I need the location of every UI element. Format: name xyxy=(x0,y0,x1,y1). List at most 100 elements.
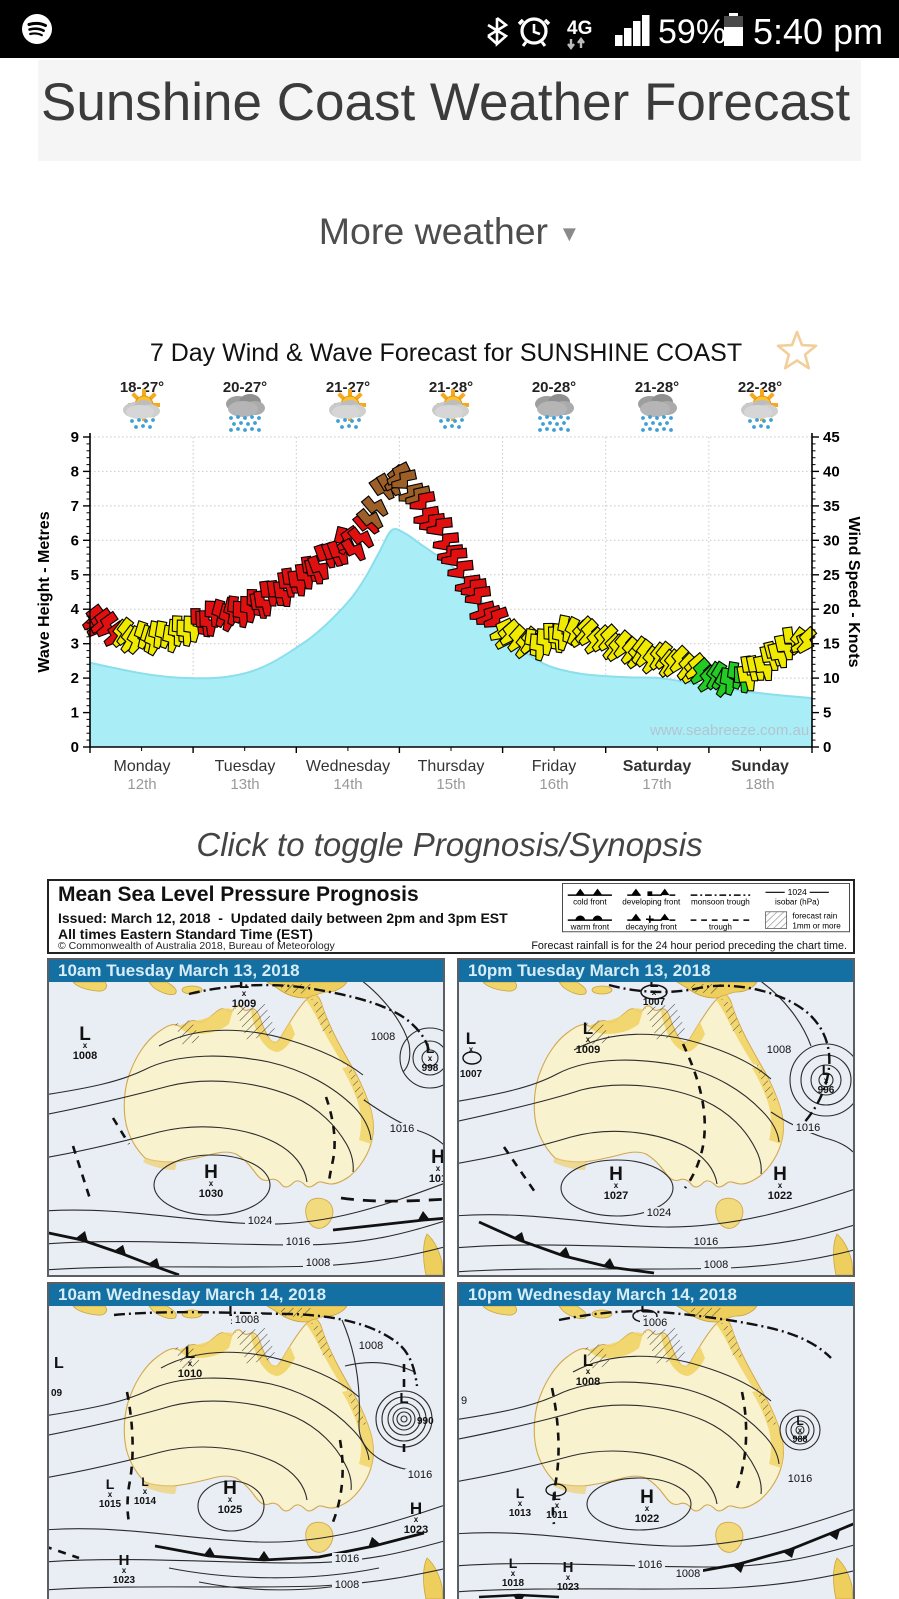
svg-text:x: x xyxy=(108,1490,113,1499)
svg-text:L: L xyxy=(583,1019,593,1038)
svg-text:Wednesday: Wednesday xyxy=(306,758,390,775)
svg-text:cold front: cold front xyxy=(573,897,607,906)
svg-text:996: 996 xyxy=(818,1085,835,1096)
svg-text:1008: 1008 xyxy=(371,1031,395,1043)
svg-text:988: 988 xyxy=(792,1434,807,1444)
svg-text:1008: 1008 xyxy=(235,1314,259,1326)
svg-text:15: 15 xyxy=(823,636,840,653)
svg-text:7 Day Wind & Wave Forecast for: 7 Day Wind & Wave Forecast for SUNSHINE … xyxy=(150,339,742,367)
svg-text:5: 5 xyxy=(71,567,79,584)
svg-text:4: 4 xyxy=(71,601,80,618)
svg-text:1014: 1014 xyxy=(134,1496,157,1507)
svg-text:x: x xyxy=(428,1054,433,1063)
svg-text:Monday: Monday xyxy=(114,758,171,775)
svg-text:x: x xyxy=(469,1045,474,1054)
svg-text:990: 990 xyxy=(417,1416,434,1427)
svg-text:www.seabreeze.com.au: www.seabreeze.com.au xyxy=(649,722,809,739)
svg-text:1007: 1007 xyxy=(460,1069,483,1080)
svg-text:monsoon trough: monsoon trough xyxy=(691,897,750,906)
svg-text:L: L xyxy=(239,982,249,992)
svg-text:0: 0 xyxy=(71,739,79,756)
svg-text:35: 35 xyxy=(823,498,840,515)
svg-text:Wind Speed - Knots: Wind Speed - Knots xyxy=(845,517,862,668)
svg-text:1022: 1022 xyxy=(635,1513,659,1525)
svg-text:45: 45 xyxy=(823,429,840,446)
svg-text:1013: 1013 xyxy=(509,1508,532,1519)
svg-text:x: x xyxy=(228,1495,233,1504)
svg-text:developing front: developing front xyxy=(622,897,681,906)
svg-text:1009: 1009 xyxy=(576,1044,600,1056)
svg-text:L: L xyxy=(796,1414,803,1428)
svg-text:12th: 12th xyxy=(127,776,156,793)
svg-text:1016: 1016 xyxy=(286,1236,310,1248)
svg-text:H: H xyxy=(119,1552,130,1569)
svg-text:x: x xyxy=(518,1499,523,1508)
svg-text:1007: 1007 xyxy=(643,997,666,1008)
svg-text:H: H xyxy=(223,1478,237,1499)
svg-text:x: x xyxy=(566,1573,571,1582)
svg-text:warm front: warm front xyxy=(570,923,610,932)
svg-text:1016: 1016 xyxy=(638,1559,662,1571)
svg-text:L: L xyxy=(141,1475,148,1489)
svg-text:25: 25 xyxy=(823,567,840,584)
svg-text:L: L xyxy=(185,1343,195,1362)
svg-text:5:40 pm: 5:40 pm xyxy=(753,11,883,52)
svg-text:1: 1 xyxy=(71,705,79,722)
svg-text:Thursday: Thursday xyxy=(418,758,485,775)
svg-text:x: x xyxy=(778,1181,783,1190)
svg-text:x: x xyxy=(614,1181,619,1190)
svg-text:x: x xyxy=(143,1487,148,1496)
svg-text:x: x xyxy=(586,1367,591,1376)
svg-text:L: L xyxy=(228,1306,237,1320)
svg-text:20-28°: 20-28° xyxy=(532,379,576,396)
svg-text:09: 09 xyxy=(51,1388,63,1399)
svg-text:x: x xyxy=(188,1359,193,1368)
svg-text:L: L xyxy=(640,1306,649,1316)
svg-text:7: 7 xyxy=(71,498,79,515)
svg-text:1016: 1016 xyxy=(408,1469,432,1481)
svg-text:17th: 17th xyxy=(642,776,671,793)
svg-text:1008: 1008 xyxy=(306,1257,330,1269)
svg-text:H: H xyxy=(410,1499,422,1518)
svg-text:1016: 1016 xyxy=(335,1553,359,1565)
svg-text:3: 3 xyxy=(71,636,79,653)
svg-text:x: x xyxy=(798,1426,803,1435)
svg-text:101: 101 xyxy=(429,1173,443,1185)
svg-text:L: L xyxy=(106,1476,115,1492)
svg-text:Friday: Friday xyxy=(532,758,576,775)
svg-text:21-28°: 21-28° xyxy=(635,379,679,396)
svg-text:1023: 1023 xyxy=(113,1575,136,1586)
svg-text:21-27°: 21-27° xyxy=(326,379,370,396)
svg-text:9: 9 xyxy=(461,1395,467,1407)
svg-text:14th: 14th xyxy=(333,776,362,793)
svg-text:H: H xyxy=(204,1162,218,1183)
svg-text:1008: 1008 xyxy=(576,1376,600,1388)
svg-text:1025: 1025 xyxy=(218,1504,242,1516)
svg-text:H: H xyxy=(431,1147,443,1168)
svg-text:22-28°: 22-28° xyxy=(738,379,782,396)
svg-text:1009: 1009 xyxy=(232,998,256,1010)
svg-text:isobar (hPa): isobar (hPa) xyxy=(775,897,820,906)
svg-text:13th: 13th xyxy=(230,776,259,793)
svg-text:L: L xyxy=(509,1555,518,1571)
svg-text:L: L xyxy=(583,1351,593,1370)
svg-text:0: 0 xyxy=(823,739,831,756)
svg-text:18th: 18th xyxy=(745,776,774,793)
svg-text:15th: 15th xyxy=(436,776,465,793)
svg-text:1023: 1023 xyxy=(557,1582,580,1593)
svg-text:1008: 1008 xyxy=(676,1568,700,1580)
svg-text:H: H xyxy=(609,1164,623,1185)
svg-text:1018: 1018 xyxy=(502,1578,525,1589)
svg-text:forecast rain: forecast rain xyxy=(792,911,837,920)
svg-text:20: 20 xyxy=(823,601,840,618)
svg-text:1008: 1008 xyxy=(767,1044,791,1056)
svg-text:L: L xyxy=(426,1040,435,1056)
svg-text:1016: 1016 xyxy=(788,1473,812,1485)
svg-text:H: H xyxy=(773,1164,787,1185)
svg-text:L: L xyxy=(822,1062,831,1078)
svg-text:1016: 1016 xyxy=(390,1123,414,1135)
svg-text:Saturday: Saturday xyxy=(623,758,692,775)
svg-text:1024: 1024 xyxy=(788,887,807,897)
svg-text:30: 30 xyxy=(823,532,840,549)
svg-text:H: H xyxy=(563,1559,574,1576)
